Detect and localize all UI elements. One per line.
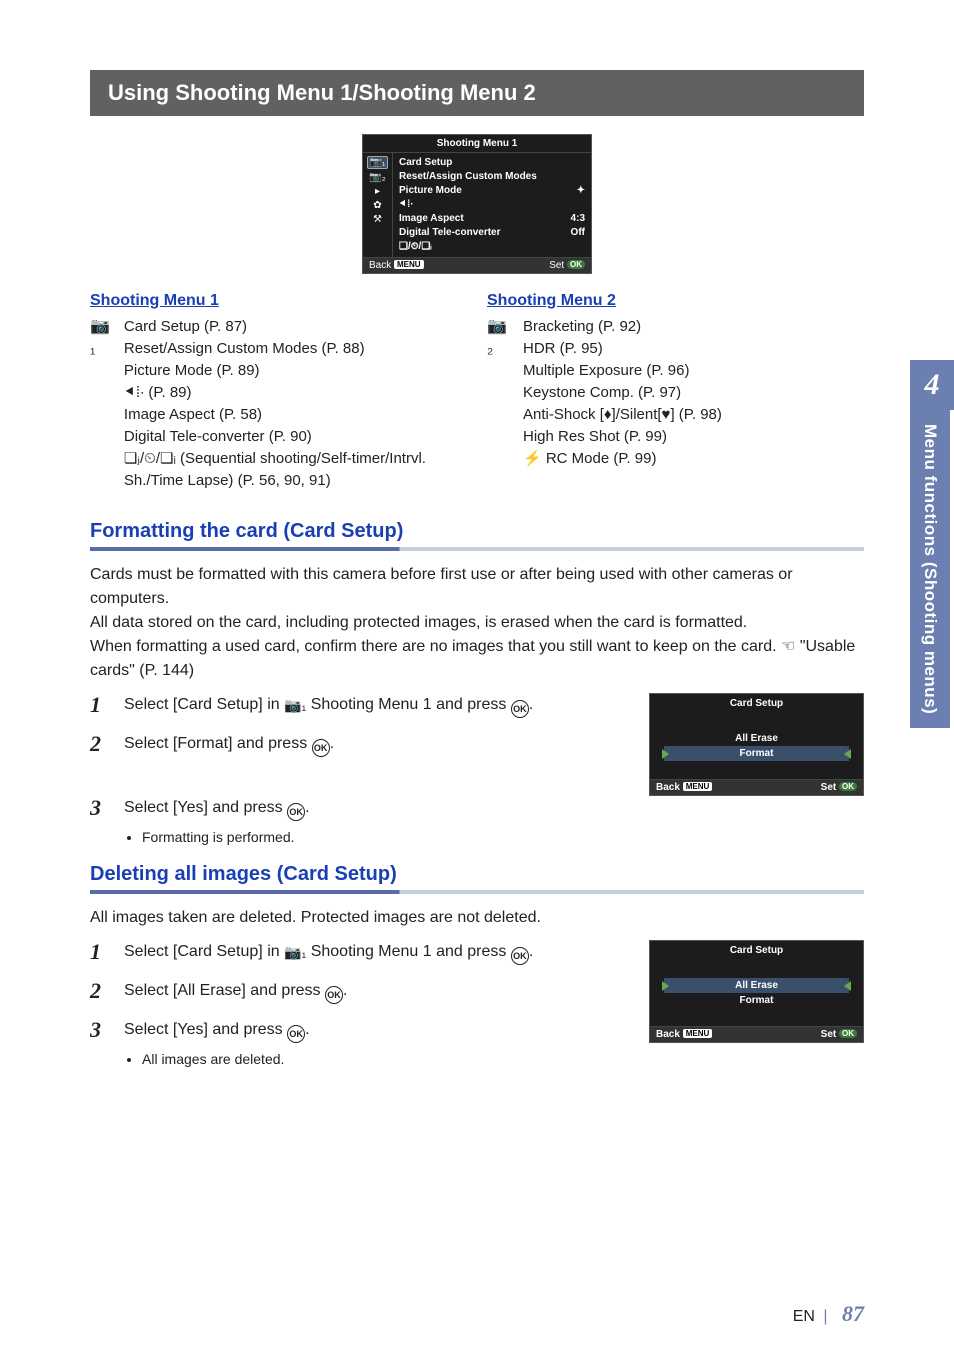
step-3: 3 Select [Yes] and press OK. All images … bbox=[90, 1018, 629, 1071]
list-item: ⚡ RC Mode (P. 99) bbox=[523, 448, 722, 470]
list-item: ❏ⱼ/⏲/❏ᵢ (Sequential shooting/Self-timer/… bbox=[124, 448, 467, 492]
menu-icon: 📷₂ bbox=[369, 172, 385, 183]
ok-icon: OK bbox=[511, 947, 529, 965]
list-item: Anti-Shock [♦]/Silent[♥] (P. 98) bbox=[523, 404, 722, 426]
list-item: Image Aspect (P. 58) bbox=[124, 404, 467, 426]
set-label: Set OK bbox=[549, 260, 585, 271]
step-text: Select [All Erase] and press OK. bbox=[124, 979, 347, 1004]
col-title: Shooting Menu 2 bbox=[487, 292, 864, 310]
ok-icon: OK bbox=[325, 986, 343, 1004]
step-text: Select [Yes] and press OK. Formatting is… bbox=[124, 796, 310, 849]
step-bullet: All images are deleted. bbox=[142, 1047, 310, 1071]
menu-icon: ▸ bbox=[375, 186, 380, 197]
step-number: 3 bbox=[90, 1018, 110, 1071]
menu-row-label: Picture Mode bbox=[399, 184, 462, 198]
menu-badge-icon: MENU bbox=[683, 1029, 713, 1038]
camera1-icon: 📷₁ bbox=[284, 940, 306, 964]
section-heading: Deleting all images (Card Setup) bbox=[90, 863, 864, 894]
list-item: HDR (P. 95) bbox=[523, 338, 722, 360]
ok-badge-icon: OK bbox=[567, 260, 585, 269]
screen-item: Format bbox=[664, 993, 849, 1008]
menu-row-label: Reset/Assign Custom Modes bbox=[399, 170, 537, 184]
menu-row-label: Digital Tele-converter bbox=[399, 226, 501, 240]
step-number: 1 bbox=[90, 693, 110, 718]
card-setup-screen-erase: Card Setup All Erase Format Back MENU Se… bbox=[649, 940, 864, 1043]
ok-badge-icon: OK bbox=[839, 782, 857, 791]
screen-item: All Erase bbox=[664, 731, 849, 746]
chapter-label: Menu functions (Shooting menus) bbox=[910, 410, 950, 728]
menu-row-label: Card Setup bbox=[399, 156, 452, 170]
screen-title: Card Setup bbox=[650, 941, 863, 960]
ok-icon: OK bbox=[287, 1025, 305, 1043]
screen-item-selected: Format bbox=[664, 746, 849, 761]
list-item: ⯇⁞∙ (P. 89) bbox=[124, 382, 467, 404]
set-label: Set OK bbox=[821, 782, 857, 793]
camera1-icon: 📷₁ bbox=[90, 316, 110, 492]
list-item: Digital Tele-converter (P. 90) bbox=[124, 426, 467, 448]
list-item: Bracketing (P. 92) bbox=[523, 316, 722, 338]
step-2: 2 Select [All Erase] and press OK. bbox=[90, 979, 629, 1004]
top-menu-title: Shooting Menu 1 bbox=[363, 135, 591, 153]
list-item: Card Setup (P. 87) bbox=[124, 316, 467, 338]
menu-row-label: Image Aspect bbox=[399, 212, 464, 226]
ok-icon: OK bbox=[287, 803, 305, 821]
section-paragraph: All images taken are deleted. Protected … bbox=[90, 906, 864, 930]
menu-row-label: ⯇⁞∙ bbox=[399, 198, 413, 212]
list-item: Multiple Exposure (P. 96) bbox=[523, 360, 722, 382]
camera1-icon: 📷₁ bbox=[284, 693, 306, 717]
step-2: 2 Select [Format] and press OK. bbox=[90, 732, 629, 757]
step-1: 1 Select [Card Setup] in 📷₁ Shooting Men… bbox=[90, 940, 629, 965]
screen-item-selected: All Erase bbox=[664, 978, 849, 993]
page-footer: EN | 87 bbox=[793, 1301, 864, 1327]
section-heading: Formatting the card (Card Setup) bbox=[90, 520, 864, 551]
menu-icon: ✿ bbox=[373, 200, 381, 211]
list-item: Keystone Comp. (P. 97) bbox=[523, 382, 722, 404]
menu-icon: ⚒ bbox=[373, 214, 382, 225]
step-3: 3 Select [Yes] and press OK. Formatting … bbox=[90, 796, 864, 849]
ok-icon: OK bbox=[511, 700, 529, 718]
menu-badge-icon: MENU bbox=[683, 782, 713, 791]
step-bullet: Formatting is performed. bbox=[142, 825, 310, 849]
step-1: 1 Select [Card Setup] in 📷₁ Shooting Men… bbox=[90, 693, 629, 718]
card-setup-screen-format: Card Setup All Erase Format Back MENU Se… bbox=[649, 693, 864, 796]
back-label: Back MENU bbox=[656, 1029, 712, 1040]
top-camera-menu: Shooting Menu 1 📷₁ 📷₂ ▸ ✿ ⚒ Card Setup R… bbox=[362, 134, 592, 274]
menu-icon: 📷₁ bbox=[367, 156, 389, 169]
list-item: Picture Mode (P. 89) bbox=[124, 360, 467, 382]
menu-row-label: ❏/⏲/❏ᵢ bbox=[399, 240, 432, 254]
section-paragraph: Cards must be formatted with this camera… bbox=[90, 563, 864, 683]
list-item: Reset/Assign Custom Modes (P. 88) bbox=[124, 338, 467, 360]
step-text: Select [Yes] and press OK. All images ar… bbox=[124, 1018, 310, 1071]
step-number: 3 bbox=[90, 796, 110, 849]
page-title: Using Shooting Menu 1/Shooting Menu 2 bbox=[90, 70, 864, 116]
page-number: 87 bbox=[842, 1301, 864, 1326]
ok-icon: OK bbox=[312, 739, 330, 757]
ok-badge-icon: OK bbox=[839, 1029, 857, 1038]
menu-row-value: ✦ bbox=[577, 184, 585, 198]
chapter-number: 4 bbox=[910, 360, 954, 410]
back-label: Back MENU bbox=[656, 782, 712, 793]
menu-badge-icon: MENU bbox=[394, 260, 424, 269]
step-number: 2 bbox=[90, 732, 110, 757]
step-text: Select [Card Setup] in 📷₁ Shooting Menu … bbox=[124, 693, 533, 718]
shooting-menu-1-col: Shooting Menu 1 📷₁ Card Setup (P. 87) Re… bbox=[90, 292, 467, 492]
lang-code: EN bbox=[793, 1308, 815, 1325]
footer-divider: | bbox=[823, 1308, 827, 1325]
back-label: Back MENU bbox=[369, 260, 424, 271]
step-number: 2 bbox=[90, 979, 110, 1004]
camera2-icon: 📷₂ bbox=[487, 316, 509, 470]
menu-row-value: Off bbox=[571, 226, 585, 240]
step-text: Select [Format] and press OK. bbox=[124, 732, 334, 757]
step-number: 1 bbox=[90, 940, 110, 965]
screen-title: Card Setup bbox=[650, 694, 863, 713]
step-text: Select [Card Setup] in 📷₁ Shooting Menu … bbox=[124, 940, 533, 965]
col-title: Shooting Menu 1 bbox=[90, 292, 467, 310]
side-tab: 4 Menu functions (Shooting menus) bbox=[910, 360, 954, 728]
set-label: Set OK bbox=[821, 1029, 857, 1040]
menu-row-value: 4:3 bbox=[571, 212, 585, 226]
list-item: High Res Shot (P. 99) bbox=[523, 426, 722, 448]
top-menu-left-icons: 📷₁ 📷₂ ▸ ✿ ⚒ bbox=[363, 153, 393, 257]
shooting-menu-2-col: Shooting Menu 2 📷₂ Bracketing (P. 92) HD… bbox=[487, 292, 864, 492]
